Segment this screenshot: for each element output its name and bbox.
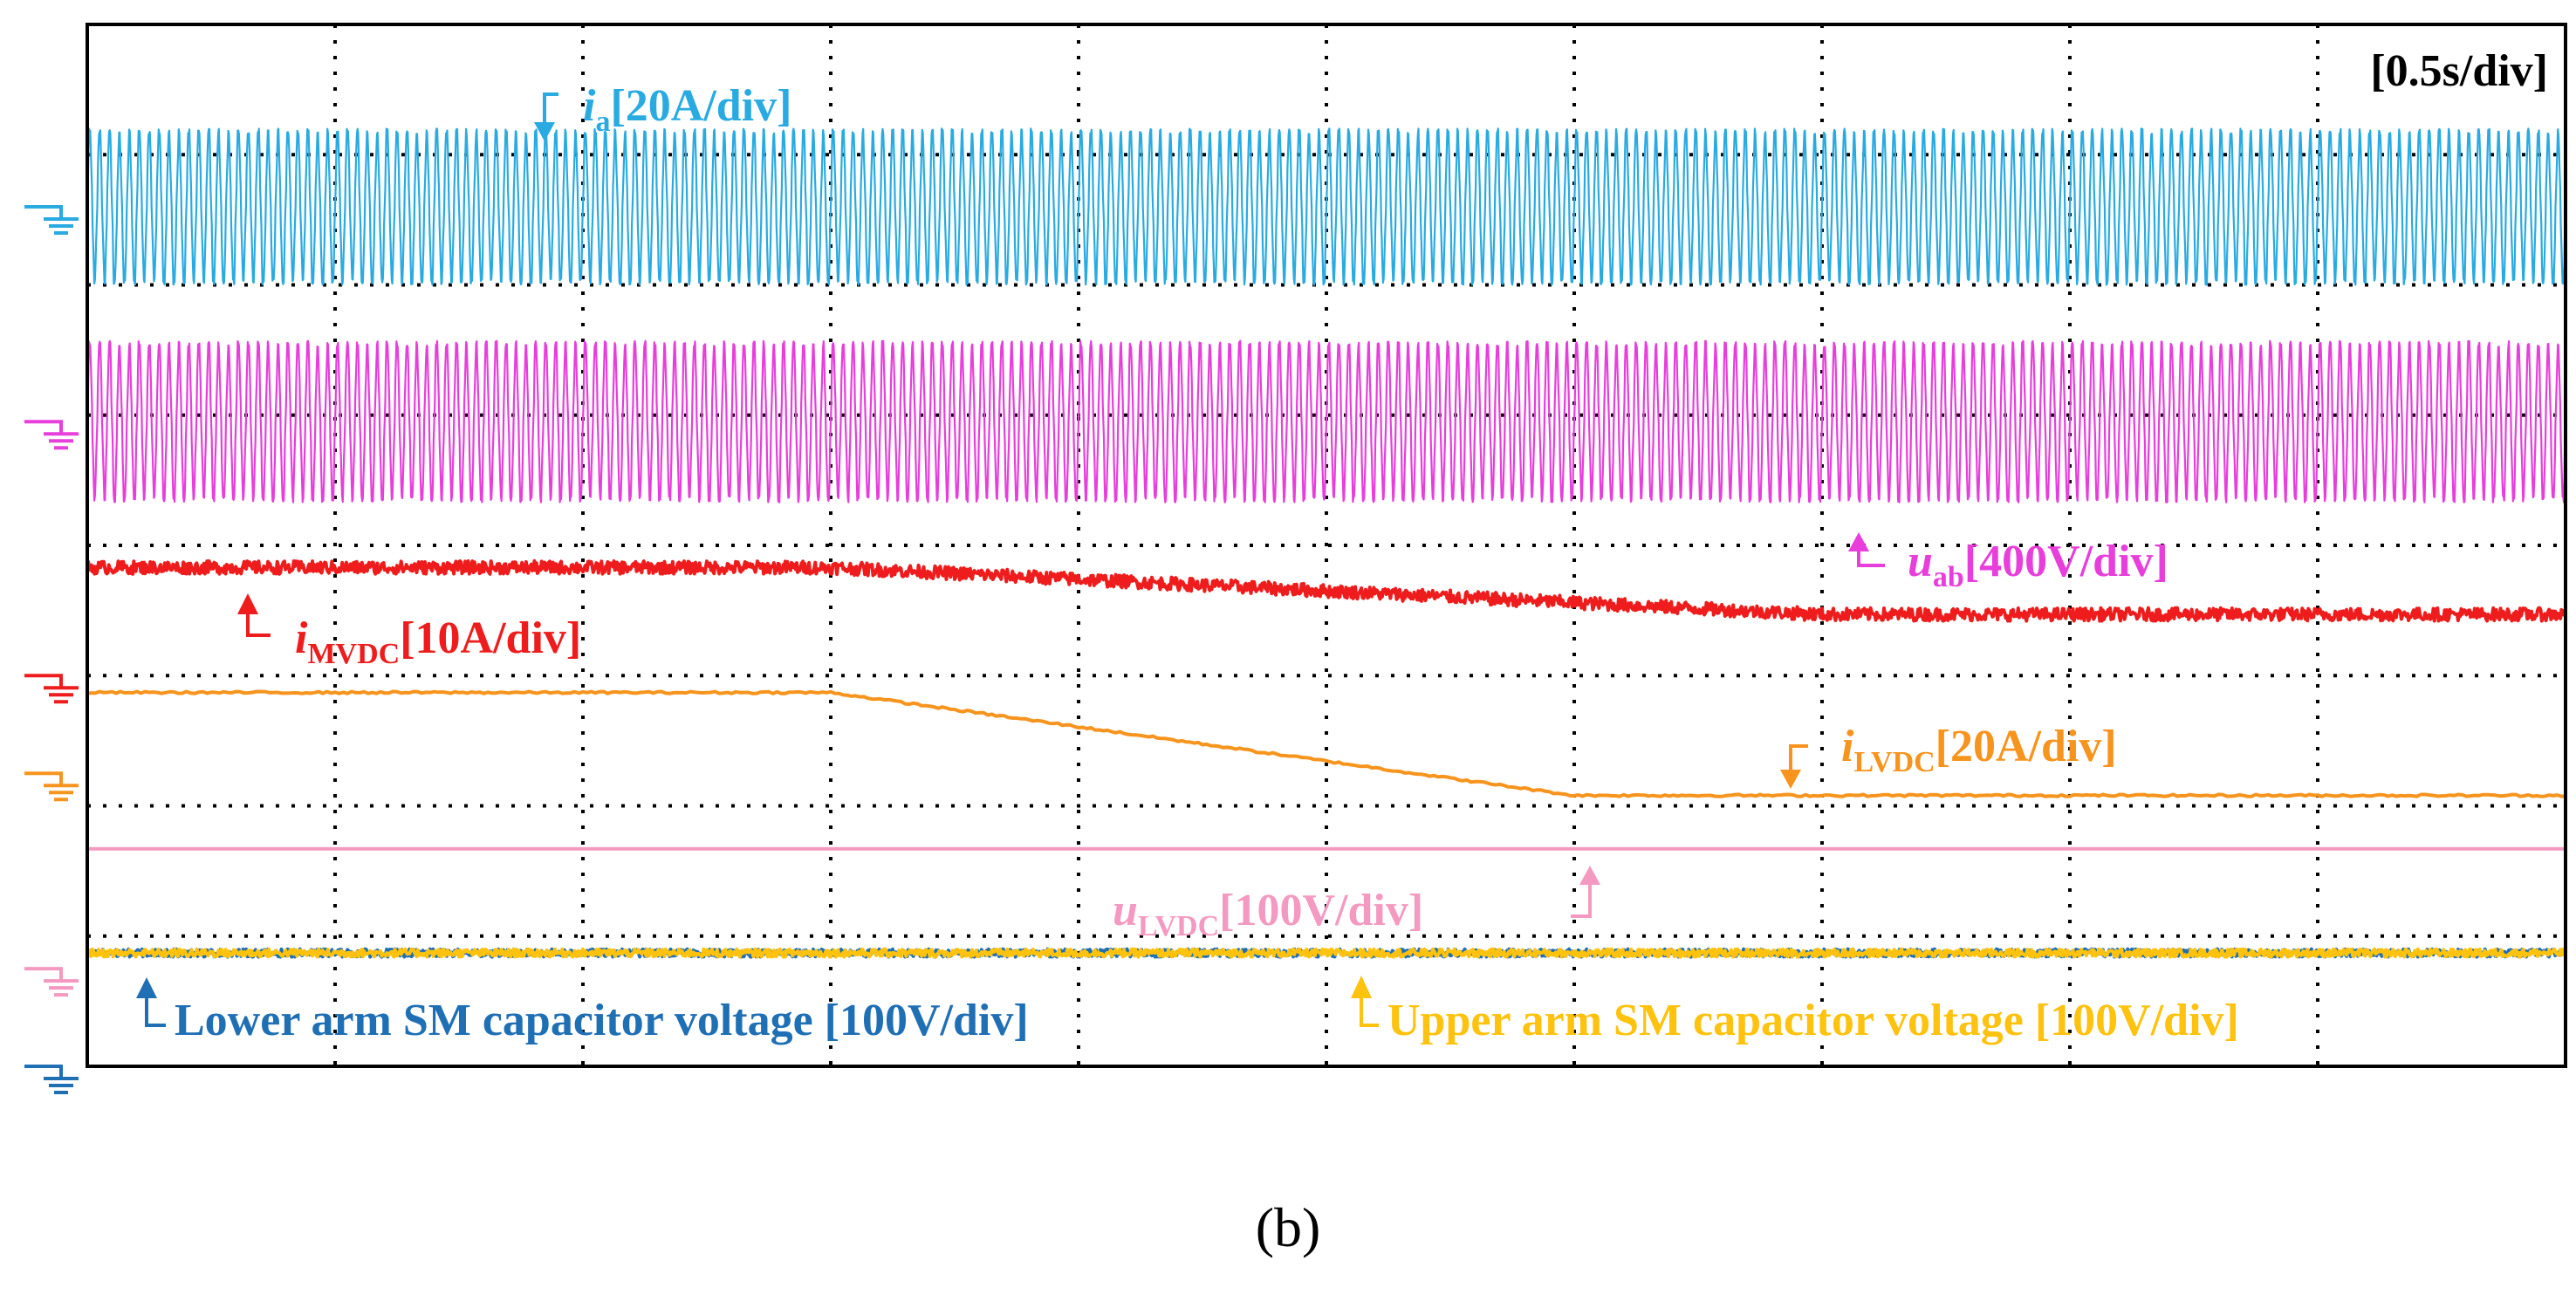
- label-i-a: ia[20A/div]: [534, 81, 791, 141]
- arrow-i-a: [543, 92, 558, 127]
- trace-labels: [0.5s/div] ia[20A/div] uab[400V/div] iMV…: [136, 46, 2548, 1045]
- scale-u-lvdc: [100V/div]: [1219, 886, 1423, 935]
- symbol-i-mvdc: i: [295, 613, 308, 663]
- ground-marker-2: [24, 674, 79, 704]
- svg-text:ia[20A/div]: ia[20A/div]: [583, 81, 791, 138]
- scale-u-ab: [400V/div]: [1964, 537, 2168, 586]
- arrow-u-ab: [1857, 548, 1885, 567]
- ground-marker-0: [24, 204, 79, 235]
- arrow-i-mvdc: [246, 611, 271, 637]
- text-lower-arm: Lower arm SM capacitor voltage [100V/div…: [175, 996, 1029, 1045]
- arrow-u-lvdc: [1571, 881, 1592, 918]
- plot-frame: [86, 23, 2567, 1068]
- svg-text:uLVDC[100V/div]: uLVDC[100V/div]: [1113, 886, 1423, 942]
- ground-marker-4: [24, 967, 79, 997]
- svg-text:uab[400V/div]: uab[400V/div]: [1908, 537, 2168, 593]
- arrow-upper-arm: [1360, 995, 1379, 1027]
- text-upper-arm: Upper arm SM capacitor voltage [100V/div…: [1387, 996, 2239, 1045]
- arrowhead-u-ab: [1848, 532, 1869, 551]
- time-scale-label: [0.5s/div]: [2370, 46, 2548, 96]
- ground-marker-1: [24, 420, 79, 450]
- scale-i-lvdc: [20A/div]: [1935, 722, 2117, 771]
- arrowhead-upper-arm: [1351, 976, 1372, 998]
- label-i-mvdc: iMVDC[10A/div]: [237, 593, 581, 670]
- trace-i-a: [86, 127, 2567, 286]
- arrow-lower-arm: [145, 995, 166, 1027]
- subscript-i-lvdc: LVDC: [1853, 746, 1935, 778]
- scale-i-mvdc: [10A/div]: [400, 613, 581, 663]
- ground-marker-5: [24, 1065, 79, 1094]
- svg-text:iMVDC[10A/div]: iMVDC[10A/div]: [295, 613, 581, 670]
- symbol-u-lvdc: u: [1113, 886, 1138, 935]
- trace-layer: [86, 127, 2567, 959]
- arrowhead-i-lvdc: [1780, 770, 1801, 789]
- symbol-u-ab: u: [1908, 537, 1933, 586]
- label-u-lvdc: uLVDC[100V/div]: [1113, 866, 1600, 942]
- subscript-u-ab: ab: [1933, 561, 1964, 593]
- arrowhead-i-mvdc: [237, 593, 258, 614]
- figure-caption: (b): [1255, 1196, 1321, 1258]
- label-u-ab: uab[400V/div]: [1848, 532, 2168, 593]
- scale-i-a: [20A/div]: [610, 81, 791, 131]
- arrowhead-u-lvdc: [1579, 866, 1600, 885]
- arrowhead-i-a: [534, 122, 555, 141]
- trace-upper-arm-sm-capacitor-voltage: [86, 947, 2566, 959]
- svg-text:iLVDC[20A/div]: iLVDC[20A/div]: [1841, 722, 2117, 778]
- arrow-i-lvdc: [1789, 744, 1808, 773]
- subscript-u-lvdc: LVDC: [1138, 910, 1219, 942]
- ground-markers: [24, 204, 79, 1094]
- trace-i-lvdc: [86, 689, 2566, 798]
- label-lower-arm: Lower arm SM capacitor voltage [100V/div…: [136, 977, 1029, 1045]
- symbol-i-a: i: [583, 81, 596, 131]
- arrowhead-lower-arm: [136, 977, 157, 998]
- trace-u-ab: [86, 339, 2567, 503]
- symbol-i-lvdc: i: [1841, 722, 1854, 771]
- ground-marker-3: [24, 771, 79, 802]
- label-upper-arm: Upper arm SM capacitor voltage [100V/div…: [1351, 976, 2239, 1045]
- subscript-i-mvdc: MVDC: [307, 638, 400, 670]
- label-i-lvdc: iLVDC[20A/div]: [1780, 722, 2117, 789]
- trace-i-mvdc: [86, 558, 2567, 623]
- subscript-i-a: a: [595, 106, 610, 138]
